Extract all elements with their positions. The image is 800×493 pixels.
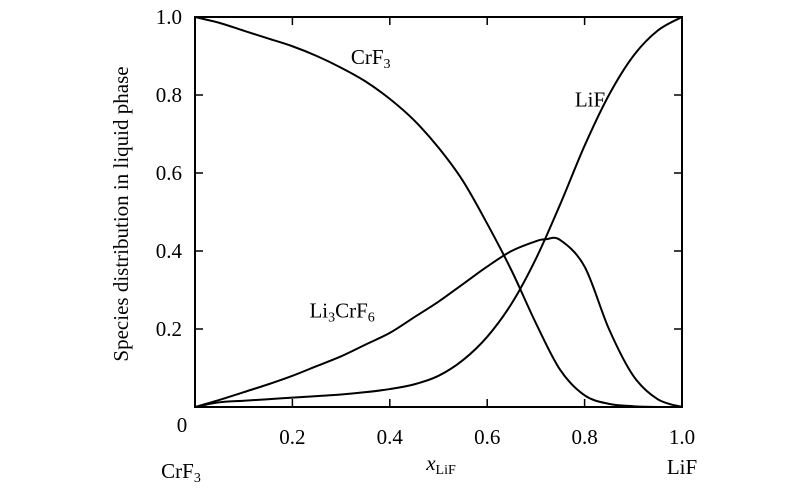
axis-ticks: 0.2 0.4 0.6 0.8 1.0 0.2 0.4 0.6 0.8 1.0 <box>156 5 695 449</box>
y-axis-label: Species distribution in liquid phase <box>109 66 133 361</box>
y-tick-label: 0.2 <box>156 317 182 341</box>
x-axis-label-main: x <box>425 451 436 475</box>
series-label-li3crf6: Li3CrF6 <box>309 298 374 325</box>
y-tick-label: 0.8 <box>156 83 182 107</box>
series-lines <box>194 16 683 409</box>
x-tick-label: 1.0 <box>669 425 695 449</box>
x-tick-label: 0.4 <box>377 425 404 449</box>
series-label-part: 6 <box>368 310 375 325</box>
series-line-li3crf6 <box>194 236 683 408</box>
series-label-part: 3 <box>384 57 391 72</box>
series-label-lif: LiF <box>575 88 605 112</box>
series-line-crf3 <box>194 16 683 409</box>
left-end-label-main: CrF <box>161 459 194 483</box>
plot-area-border <box>194 16 683 408</box>
y-tick-label: 0.4 <box>156 239 183 263</box>
series-label-crf3: CrF3 <box>351 45 391 72</box>
left-end-label: CrF3 <box>161 459 201 486</box>
series-label-part: Li <box>309 298 328 322</box>
x-tick-label: 0.2 <box>279 425 305 449</box>
x-axis-label-sub: LiF <box>436 463 456 478</box>
series-line-lif <box>194 16 683 408</box>
series-label-part: CrF <box>335 298 368 322</box>
series-label-part: CrF <box>351 45 384 69</box>
x-axis-label: xLiF <box>425 451 456 478</box>
left-end-label-sub: 3 <box>194 471 201 486</box>
series-label-part: LiF <box>575 88 605 112</box>
right-end-label: LiF <box>667 455 697 479</box>
plot-frame <box>194 16 683 408</box>
origin-label: 0 <box>177 413 188 437</box>
y-tick-label: 1.0 <box>156 5 182 29</box>
series-label-part: 3 <box>328 310 335 325</box>
y-tick-label: 0.6 <box>156 161 182 185</box>
x-tick-label: 0.6 <box>474 425 500 449</box>
x-tick-label: 0.8 <box>571 425 597 449</box>
